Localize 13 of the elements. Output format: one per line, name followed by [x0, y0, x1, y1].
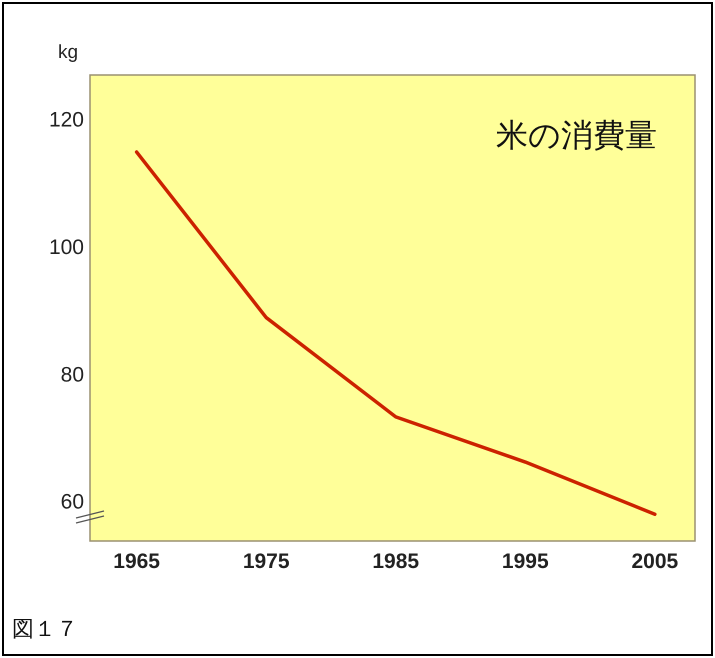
y-tick-label: 120 — [48, 108, 84, 132]
caption: 図１７ — [12, 616, 78, 641]
x-tick-label: 1995 — [502, 550, 549, 573]
y-tick-label: 60 — [60, 490, 84, 514]
x-tick-label: 1985 — [372, 550, 420, 573]
text: 米の消費量 — [496, 117, 657, 153]
y-axis-title: kg — [58, 42, 78, 63]
y-tick-label: 100 — [48, 236, 84, 260]
y-tick-label: 80 — [60, 363, 84, 386]
x-tick-label: 2005 — [631, 550, 679, 573]
x-tick-label: 1965 — [113, 550, 160, 573]
x-tick-label: 1975 — [242, 550, 290, 573]
line-series — [134, 150, 657, 516]
